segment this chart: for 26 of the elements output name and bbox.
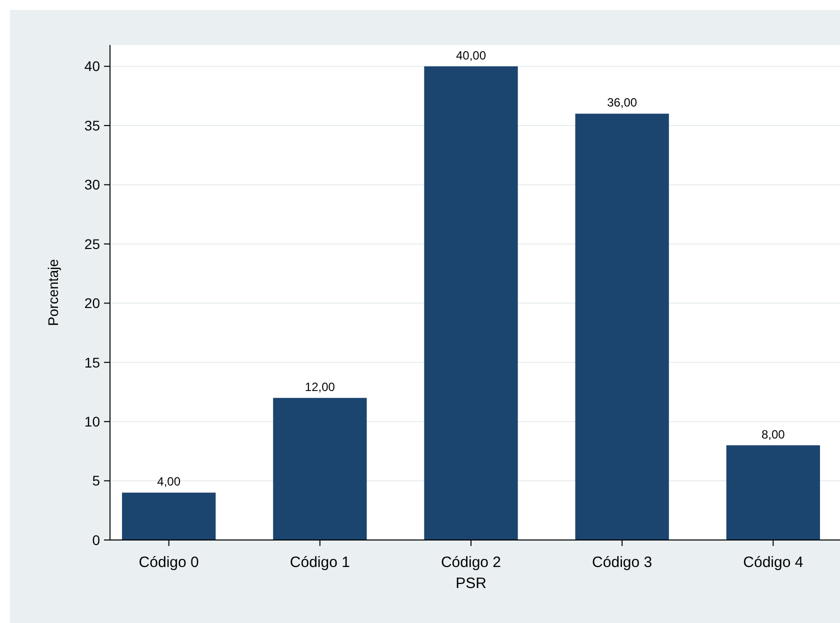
y-tick-label: 25 [84, 236, 100, 252]
x-tick-label: Código 4 [743, 554, 804, 571]
y-tick-label: 10 [84, 413, 100, 430]
data-label: 8,00 [761, 427, 786, 442]
bar [726, 445, 820, 540]
data-label: 36,00 [607, 96, 638, 110]
y-axis-title: Porcentaje [45, 258, 61, 326]
x-tick-label: Código 0 [138, 554, 199, 571]
data-label: 40,00 [456, 48, 486, 62]
x-tick-label: Código 1 [290, 554, 350, 571]
y-tick-label: 30 [84, 176, 100, 193]
y-tick-label: 5 [92, 472, 100, 489]
data-label: 12,00 [304, 380, 336, 394]
bar [273, 398, 367, 540]
y-tick-label: 15 [84, 354, 100, 370]
bar [424, 66, 518, 540]
data-label: 4,00 [157, 474, 181, 489]
y-tick-label: 0 [92, 532, 100, 548]
y-tick-label: 35 [84, 117, 100, 134]
bar [122, 492, 216, 540]
bar [575, 114, 669, 540]
x-tick-label: Código 2 [440, 554, 502, 571]
x-tick-label: Código 3 [592, 554, 652, 571]
y-tick-label: 40 [84, 58, 100, 74]
y-tick-label: 20 [84, 295, 100, 312]
x-axis-title: PSR [456, 575, 487, 592]
